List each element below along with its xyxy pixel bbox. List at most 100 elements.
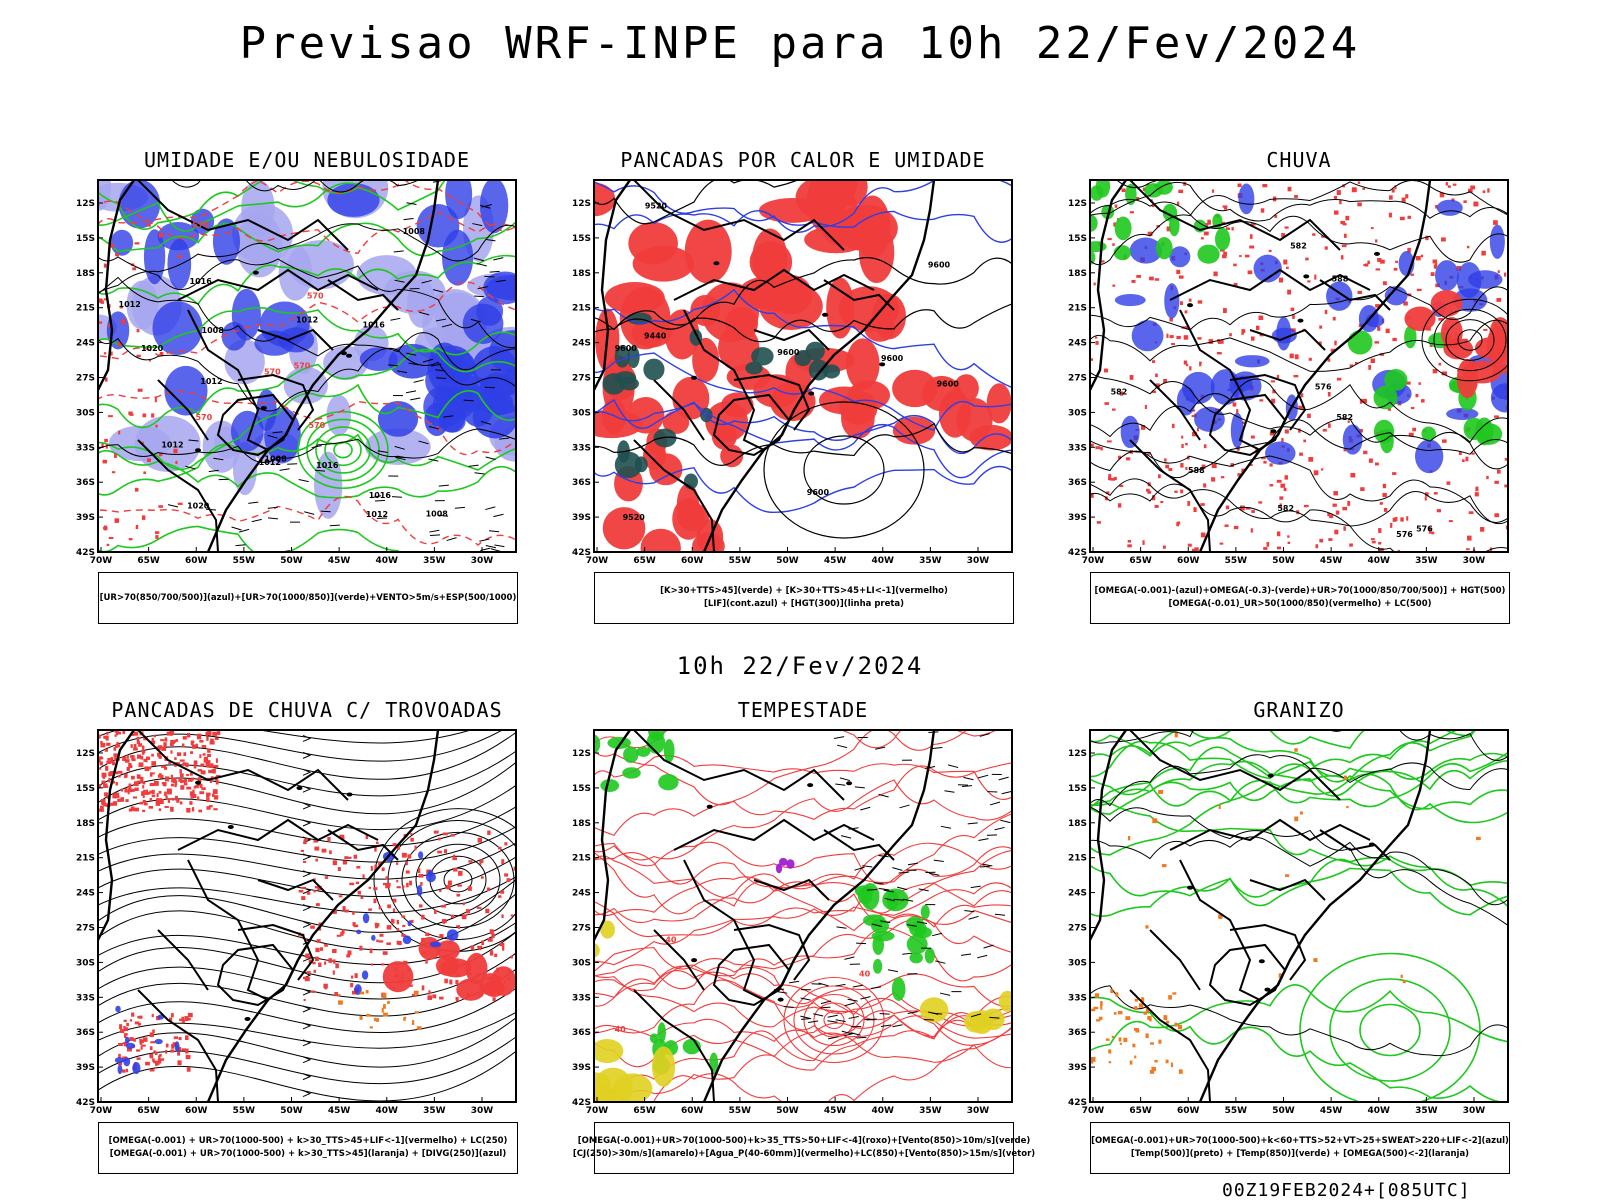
lon-tick-label: 40W [376,1106,399,1116]
umidade-contour-label: 1012 [366,510,388,519]
tempestade-contour-label: 40 [665,935,677,944]
lon-tick-label: 45W [824,1106,847,1116]
lat-tick-label: 36S [572,478,591,488]
lat-tick-label: 21S [572,304,591,314]
lat-tick-label: 24S [76,889,95,899]
lat-tick-label: 33S [76,443,95,453]
lat-tick-label: 18S [76,819,95,829]
umidade-contour-label: 570 [192,220,209,229]
umidade-contour-label: 1012 [200,377,222,386]
lat-tick-label: 27S [1068,374,1087,384]
chuva-contour-label: 582 [1277,504,1294,513]
lat-tick-label: 12S [572,199,591,209]
lat-tick-label: 15S [1068,784,1087,794]
lon-tick-label: 30W [967,556,990,566]
lon-tick-label: 30W [1463,1106,1486,1116]
lat-tick-label: 36S [572,1028,591,1038]
lat-tick-label: 12S [76,749,95,759]
umidade-contour-label: 1016 [190,277,213,286]
lon-tick-label: 65W [1129,1106,1152,1116]
lat-tick-label: 24S [572,889,591,899]
lon-tick-label: 60W [681,556,704,566]
lon-tick-label: 55W [1225,556,1248,566]
lon-tick-label: 70W [586,1106,609,1116]
legend-line: [OMEGA(-0.001) + UR>70(1000-500) + k>30_… [110,1148,506,1161]
chuva-contour-label: 576 [1416,525,1433,534]
panel-pancadas_calor-title: PANCADAS POR CALOR E UMIDADE [554,148,1052,172]
lat-tick-label: 33S [1068,443,1087,453]
lon-tick-label: 50W [1272,556,1295,566]
lon-tick-label: 55W [233,556,256,566]
lon-tick-label: 55W [233,1106,256,1116]
lat-tick-label: 33S [572,993,591,1003]
legend-line: [OMEGA(-0.01)_UR>50(1000/850)(vermelho) … [1168,598,1431,611]
legend-line: [Temp(500)](preto) + [Temp(850)](verde) … [1131,1148,1469,1161]
lat-tick-label: 39S [76,1063,95,1073]
lat-tick-label: 39S [1068,513,1087,523]
panel-tempestade-legend: [OMEGA(-0.001)+UR>70(1000-500)+k>35_TTS>… [594,1122,1014,1174]
umidade-contour-label: 1020 [141,344,164,353]
lon-tick-label: 35W [919,556,942,566]
lat-tick-label: 12S [1068,199,1087,209]
lat-tick-label: 33S [76,993,95,1003]
lat-tick-label: 30S [1068,408,1087,418]
lat-tick-label: 30S [1068,958,1087,968]
lat-tick-label: 18S [1068,269,1087,279]
lon-tick-label: 60W [185,1106,208,1116]
lat-tick-label: 27S [76,924,95,934]
lon-tick-label: 30W [471,556,494,566]
lon-tick-label: 65W [1129,556,1152,566]
chuva-contour-label: 582 [1290,241,1307,250]
lat-tick-label: 39S [572,513,591,523]
page-title: Previsao WRF-INPE para 10h 22/Fev/2024 [0,18,1600,69]
lon-tick-label: 70W [1082,1106,1105,1116]
lat-tick-label: 15S [572,234,591,244]
lon-tick-label: 40W [376,556,399,566]
legend-line: [LIF](cont.azul) + [HGT(300)](linha pret… [704,598,904,611]
lat-tick-label: 21S [572,854,591,864]
panel-granizo-title: GRANIZO [1050,698,1548,722]
umidade-contour-label: 1016 [316,461,339,470]
umidade-contour-label: 1012 [296,316,318,325]
panel-granizo-legend: [OMEGA(-0.001)+UR>70(1000-500)+k<60+TTS>… [1090,1122,1510,1174]
umidade-contour-label: 1012 [119,300,141,309]
lat-tick-label: 24S [76,339,95,349]
lat-tick-label: 15S [1068,234,1087,244]
umidade-contour-label: 570 [264,367,281,376]
tempestade-contour-label: 40 [859,970,871,979]
lon-tick-label: 35W [1415,556,1438,566]
legend-line: [OMEGA(-0.001)+UR>70(1000-500)+k<60+TTS>… [1091,1135,1509,1148]
lat-tick-label: 30S [572,408,591,418]
lat-tick-label: 39S [1068,1063,1087,1073]
lat-tick-label: 36S [1068,1028,1087,1038]
legend-line: [OMEGA(-0.001)-(azul)+OMEGA(-0.3)-(verde… [1095,585,1506,598]
panel-umidade-legend: [UR>70(850/700/500)](azul)+[UR>70(1000/8… [98,572,518,624]
lat-tick-label: 18S [572,269,591,279]
lat-tick-label: 30S [76,958,95,968]
legend-line: [OMEGA(-0.001) + UR>70(1000-500) + k>30_… [109,1135,508,1148]
lat-tick-label: 24S [1068,889,1087,899]
panel-chuva-title: CHUVA [1050,148,1548,172]
lon-tick-label: 55W [729,556,752,566]
lat-tick-label: 39S [572,1063,591,1073]
forecast-time-subtitle: 10h 22/Fev/2024 [0,652,1600,680]
panel-trovoadas-legend: [OMEGA(-0.001) + UR>70(1000-500) + k>30_… [98,1122,518,1174]
lat-tick-label: 18S [572,819,591,829]
lon-tick-label: 70W [90,556,113,566]
lat-tick-label: 21S [76,304,95,314]
chuva-contour-label: 582 [1111,387,1128,396]
lon-tick-label: 55W [729,1106,752,1116]
umidade-contour-label: 1008 [426,510,449,519]
legend-line: [UR>70(850/700/500)](azul)+[UR>70(1000/8… [100,592,517,605]
lon-tick-label: 40W [872,1106,895,1116]
lon-tick-label: 35W [423,1106,446,1116]
lat-tick-label: 36S [76,1028,95,1038]
lon-tick-label: 60W [185,556,208,566]
pancadas_calor-contour-label: 9600 [615,344,638,353]
umidade-contour-label: 570 [307,292,324,301]
lon-tick-label: 50W [1272,1106,1295,1116]
